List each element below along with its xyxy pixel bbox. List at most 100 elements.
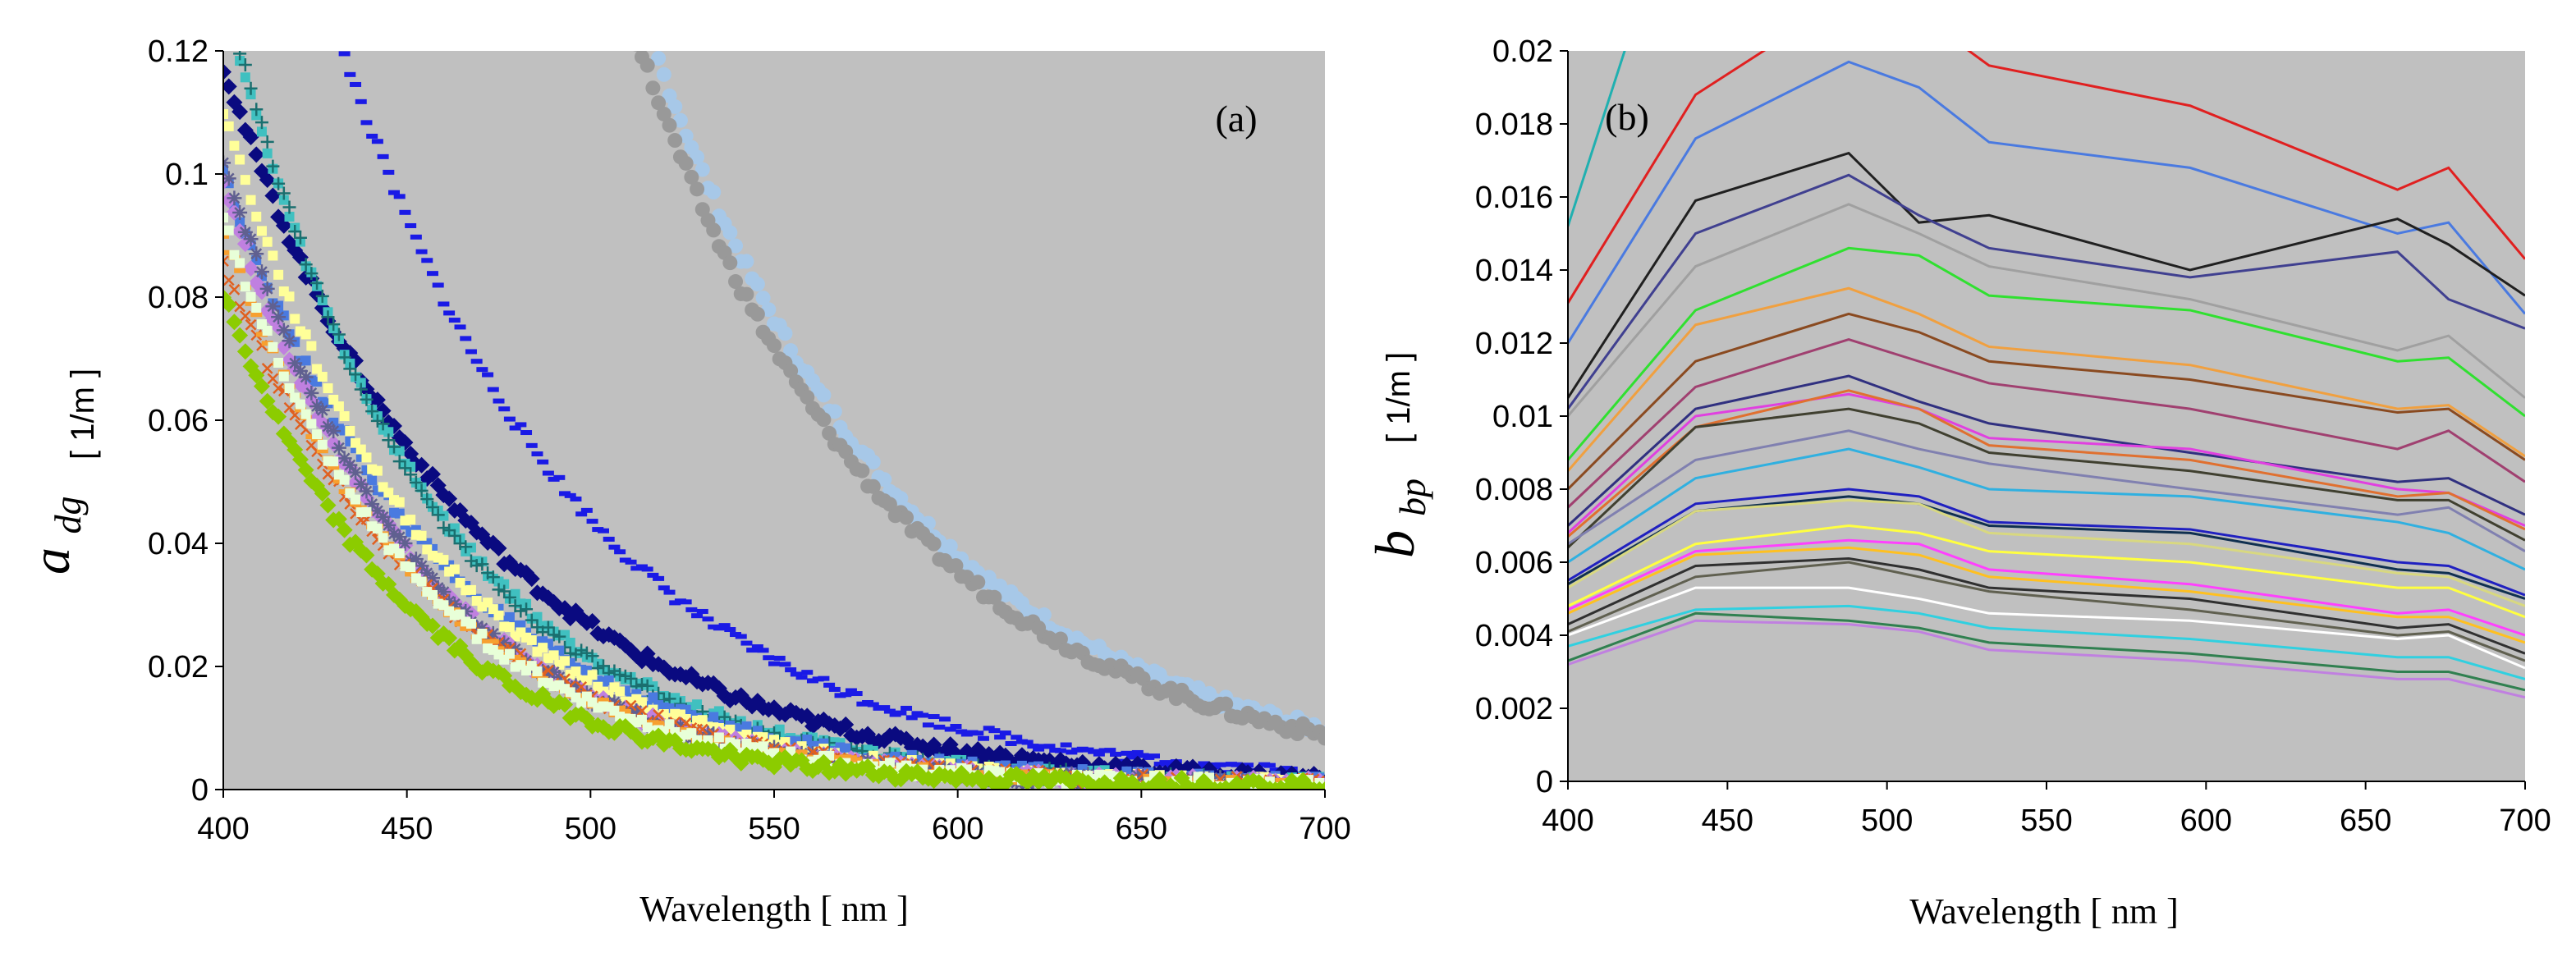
- chart-a-point: [895, 710, 907, 716]
- chart-a-point: [575, 681, 588, 693]
- chart-a-point: [259, 281, 275, 296]
- chart-a-point: [651, 95, 667, 111]
- chart-a-point: [917, 712, 929, 718]
- chart-a-point: [223, 171, 236, 186]
- chart-a-point: [337, 451, 352, 466]
- chart-a-point: [624, 671, 638, 685]
- chart-a-point: [234, 300, 246, 313]
- chart-a-point: [625, 699, 637, 712]
- chart-a-point: [447, 596, 462, 611]
- chart-a-point: [746, 648, 759, 653]
- chart-a-point: [240, 175, 250, 185]
- chart-a-point: [970, 575, 986, 590]
- chart-a-y-symbol: a: [21, 547, 81, 575]
- chart-a-point: [376, 417, 390, 431]
- chart-a-point: [232, 204, 248, 220]
- chart-b-ytick-label: 0.002: [1475, 692, 1553, 726]
- chart-a-point: [355, 378, 366, 388]
- chart-a-point: [416, 576, 427, 587]
- chart-a-point: [498, 406, 511, 412]
- chart-a-point: [224, 21, 234, 30]
- chart-a-point: [405, 222, 417, 228]
- chart-a-point: [597, 528, 609, 533]
- chart-a-point: [502, 590, 516, 604]
- chart-a-point: [312, 429, 323, 440]
- chart-a-point: [580, 507, 593, 513]
- chart-a-point: [662, 117, 677, 133]
- chart-a-point: [1093, 751, 1105, 757]
- chart-a-point: [624, 21, 639, 35]
- chart-a-point: [893, 491, 909, 506]
- chart-a-point: [515, 657, 527, 662]
- chart-a-point: [614, 549, 626, 555]
- chart-a-point: [636, 697, 647, 707]
- chart-a-point: [988, 728, 1001, 734]
- chart-a-point: [614, 705, 626, 711]
- svg-text:a dg: a dg: [21, 497, 89, 575]
- chart-a-point: [633, 51, 639, 52]
- chart-a-point: [841, 743, 851, 753]
- chart-b-xtick-label: 500: [1861, 804, 1913, 838]
- chart-a-xtick-label: 450: [381, 812, 433, 846]
- chart-a-point: [454, 621, 466, 627]
- chart-a-point: [248, 367, 265, 384]
- chart-a-point: [1054, 748, 1066, 753]
- chart-a-point: [767, 740, 782, 755]
- chart-a-point: [315, 289, 329, 303]
- chart-a-xtick-label: 500: [565, 812, 616, 846]
- chart-a-point: [245, 300, 257, 306]
- chart-a-point: [223, 191, 237, 208]
- chart-a-point: [348, 465, 364, 480]
- chart-a-point: [403, 552, 419, 568]
- chart-a-point: [387, 526, 402, 542]
- chart-a-point: [438, 301, 450, 307]
- chart-a-point: [476, 367, 488, 373]
- chart-a-point: [367, 475, 378, 486]
- chart-a-point: [245, 195, 256, 205]
- chart-a-point: [314, 485, 331, 502]
- chart-b-line-L25: [1568, 586, 2525, 670]
- chart-a-point: [944, 726, 956, 732]
- chart-a-point: [538, 643, 548, 653]
- chart-a-point: [696, 723, 708, 735]
- chart-a-point: [317, 439, 328, 450]
- chart-a-point: [245, 318, 257, 331]
- chart-a-point: [504, 611, 515, 622]
- chart-a-point: [865, 478, 881, 494]
- chart-a-point: [882, 497, 897, 512]
- chart-a-point: [427, 589, 438, 600]
- chart-a-point: [680, 727, 692, 733]
- chart-a-point: [388, 551, 401, 556]
- chart-a-point: [663, 589, 676, 595]
- chart-b-ytick-label: 0.02: [1492, 34, 1553, 69]
- chart-a-point: [365, 405, 379, 419]
- chart-a-point: [1231, 762, 1243, 767]
- chart-a-point: [827, 404, 842, 419]
- chart-a-point: [261, 362, 273, 374]
- chart-b-line-L12: [1568, 392, 2525, 534]
- chart-a-point: [779, 662, 791, 667]
- chart-a-point: [653, 575, 665, 581]
- chart-a-point: [249, 246, 264, 262]
- chart-a-point: [351, 494, 361, 505]
- chart-a-point: [250, 103, 264, 117]
- chart-a-point: [1218, 696, 1234, 712]
- svg-text:b bp: b bp: [1364, 478, 1433, 558]
- chart-b-ytick-label: 0: [1536, 765, 1553, 799]
- chart-a-point: [920, 760, 936, 776]
- chart-a-point: [424, 465, 441, 483]
- chart-b-xtick-label: 450: [1702, 804, 1753, 838]
- chart-a-point: [1043, 769, 1056, 775]
- chart-a-point: [607, 694, 622, 710]
- chart-a-point: [1104, 748, 1116, 753]
- chart-a-point: [878, 705, 891, 711]
- chart-a-point: [537, 459, 549, 465]
- chart-a-point: [596, 659, 610, 673]
- chart-a-point: [273, 357, 284, 368]
- chart-a-point: [223, 121, 234, 131]
- chart-a-point: [359, 483, 374, 499]
- chart-a-point: [641, 566, 653, 572]
- chart-b-line-L2: [1568, 51, 2525, 304]
- chart-a-point: [845, 688, 857, 694]
- chart-a-point: [690, 149, 705, 165]
